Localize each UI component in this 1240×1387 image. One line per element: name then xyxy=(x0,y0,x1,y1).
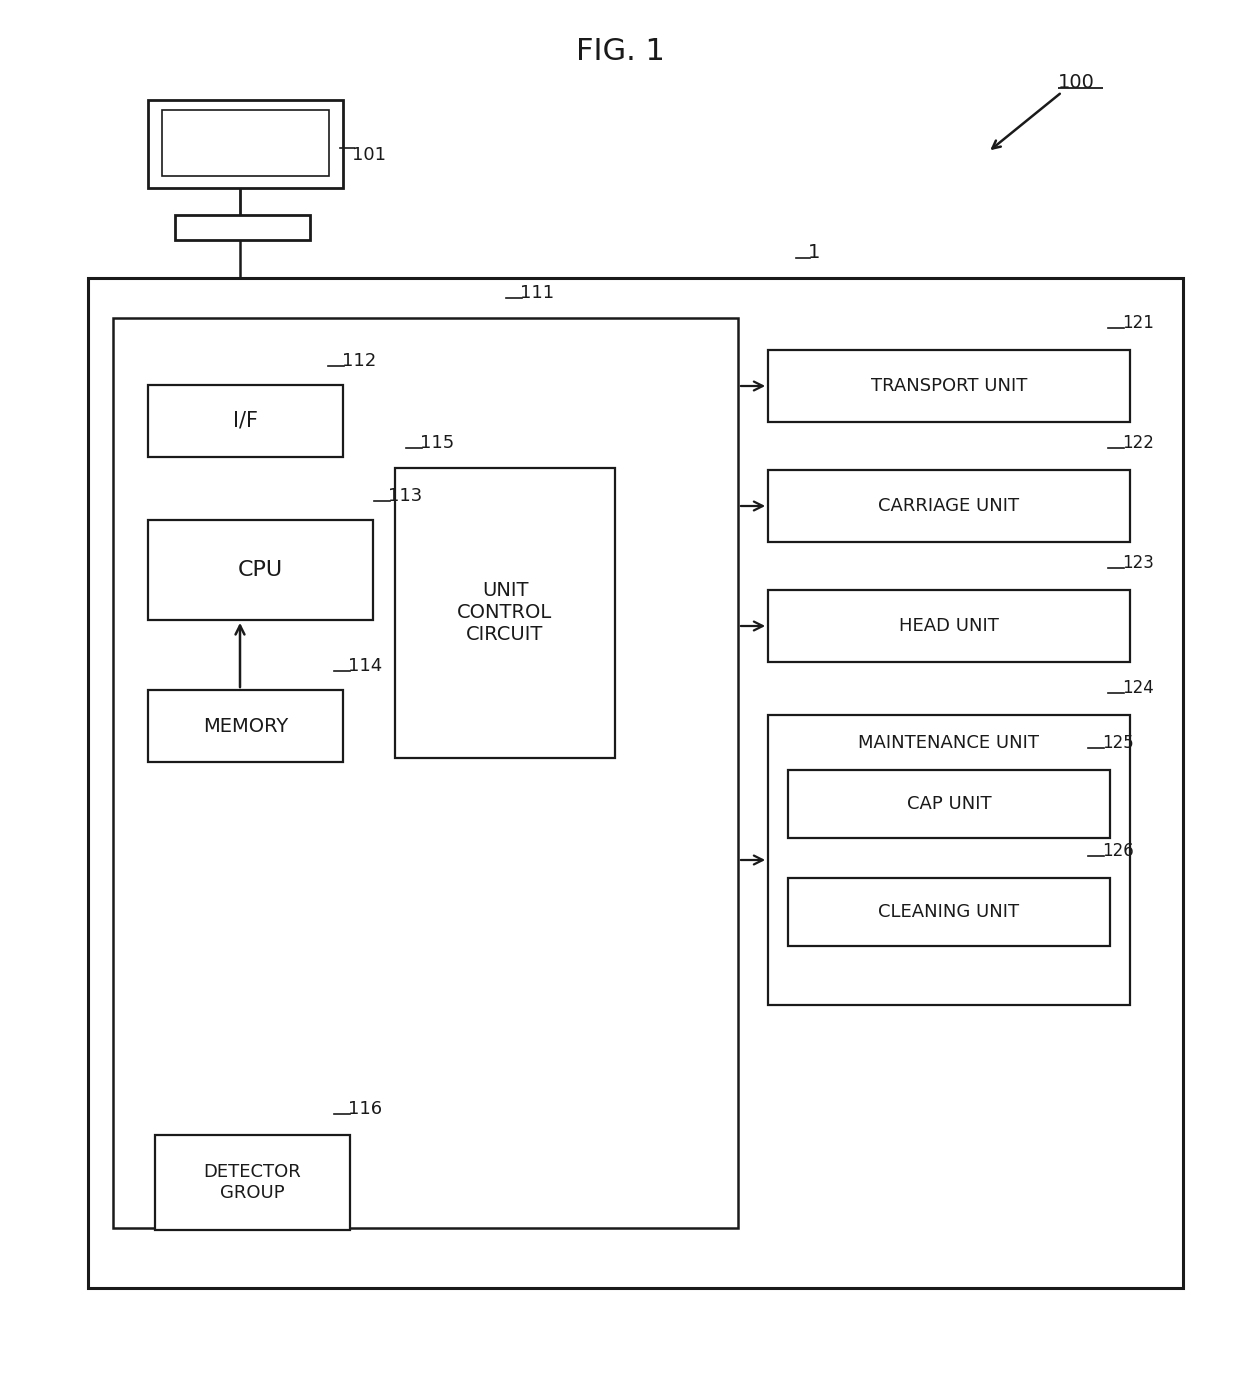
Text: MAINTENANCE UNIT: MAINTENANCE UNIT xyxy=(858,734,1039,752)
Text: 123: 123 xyxy=(1122,553,1154,571)
Text: DETECTOR
GROUP: DETECTOR GROUP xyxy=(203,1164,301,1203)
Bar xyxy=(768,470,1130,542)
Bar xyxy=(768,350,1130,422)
Bar xyxy=(148,520,373,620)
Bar xyxy=(175,215,310,240)
Text: 121: 121 xyxy=(1122,313,1154,331)
Bar xyxy=(155,1135,350,1230)
Bar xyxy=(787,770,1110,838)
Text: 116: 116 xyxy=(348,1100,382,1118)
Bar xyxy=(787,878,1110,946)
Text: CAP UNIT: CAP UNIT xyxy=(906,795,991,813)
Text: 125: 125 xyxy=(1102,734,1133,752)
Text: 101: 101 xyxy=(352,146,386,164)
Text: 112: 112 xyxy=(342,352,376,370)
Bar xyxy=(148,689,343,761)
Bar xyxy=(148,386,343,456)
Bar xyxy=(768,716,1130,1006)
Text: 100: 100 xyxy=(1058,72,1095,92)
Text: 126: 126 xyxy=(1102,842,1133,860)
Text: 124: 124 xyxy=(1122,680,1153,698)
Text: TRANSPORT UNIT: TRANSPORT UNIT xyxy=(870,377,1027,395)
Text: I/F: I/F xyxy=(233,411,258,431)
Text: CARRIAGE UNIT: CARRIAGE UNIT xyxy=(878,497,1019,515)
Text: CLEANING UNIT: CLEANING UNIT xyxy=(878,903,1019,921)
Bar xyxy=(396,467,615,759)
Text: 111: 111 xyxy=(520,284,554,302)
Bar xyxy=(148,100,343,189)
Text: HEAD UNIT: HEAD UNIT xyxy=(899,617,999,635)
Bar xyxy=(162,110,329,176)
Text: UNIT
CONTROL
CIRCUIT: UNIT CONTROL CIRCUIT xyxy=(458,581,553,645)
Bar xyxy=(768,589,1130,662)
Text: 115: 115 xyxy=(420,434,454,452)
Text: 114: 114 xyxy=(348,657,382,675)
Text: CPU: CPU xyxy=(238,560,283,580)
Bar xyxy=(113,318,738,1227)
Text: 113: 113 xyxy=(388,487,423,505)
Bar xyxy=(88,277,1183,1289)
Text: 122: 122 xyxy=(1122,434,1154,452)
Text: FIG. 1: FIG. 1 xyxy=(575,37,665,67)
Text: MEMORY: MEMORY xyxy=(203,717,288,735)
Text: 1: 1 xyxy=(808,243,821,262)
